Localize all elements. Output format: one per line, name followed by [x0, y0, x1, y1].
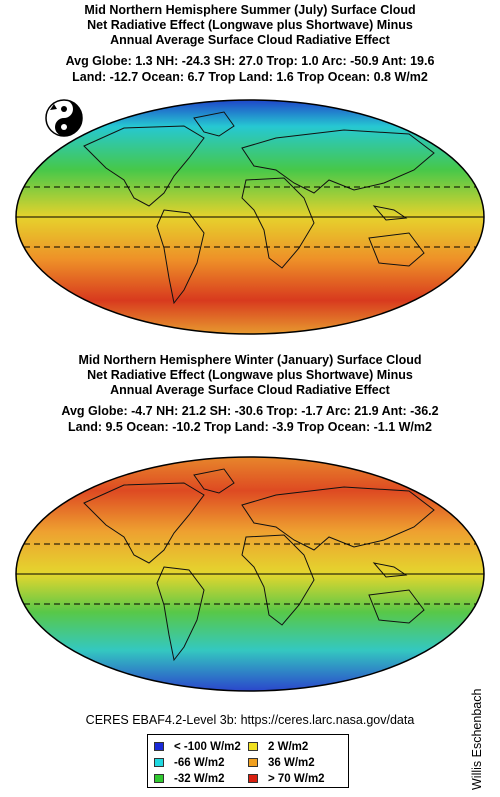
- legend-item: -66 W/m2: [154, 755, 248, 770]
- map2-stats: Avg Globe: -4.7 NH: 21.2 SH: -30.6 Trop:…: [0, 403, 500, 435]
- map1-mollweide-map: [15, 99, 485, 335]
- map2-stats-line: Land: 9.5 Ocean: -10.2 Trop Land: -3.9 T…: [68, 420, 432, 434]
- map1-container: [14, 98, 486, 336]
- map1-title-line: Mid Northern Hemisphere Summer (July) Su…: [84, 3, 416, 17]
- legend-item: > 70 W/m2: [248, 771, 342, 786]
- map1-stats-line: Avg Globe: 1.3 NH: -24.3 SH: 27.0 Trop: …: [65, 54, 435, 68]
- map2-title-line: Mid Northern Hemisphere Winter (January)…: [78, 353, 422, 367]
- yin-yang-logo: [45, 99, 83, 137]
- legend-swatch: [248, 758, 258, 767]
- legend-swatch: [154, 774, 164, 783]
- map2-title: Mid Northern Hemisphere Winter (January)…: [0, 353, 500, 398]
- legend-item: 2 W/m2: [248, 739, 342, 754]
- map1-continents: [83, 111, 435, 305]
- legend-label: < -100 W/m2: [174, 740, 241, 753]
- map1-title-line: Annual Average Surface Cloud Radiative E…: [110, 33, 390, 47]
- color-legend: < -100 W/m2 2 W/m2 -66 W/m2 36 W/m2 -32 …: [147, 734, 349, 788]
- source-citation: CERES EBAF4.2-Level 3b: https://ceres.la…: [85, 713, 415, 727]
- map2-mollweide-map: [15, 456, 485, 692]
- map2-container: [14, 455, 486, 693]
- map2-title-line: Annual Average Surface Cloud Radiative E…: [110, 383, 390, 397]
- legend-label: > 70 W/m2: [268, 772, 325, 785]
- legend-item: -32 W/m2: [154, 771, 248, 786]
- map1-stats-line: Land: -12.7 Ocean: 6.7 Trop Land: 1.6 Tr…: [72, 70, 428, 84]
- legend-swatch: [248, 742, 258, 751]
- legend-swatch: [154, 758, 164, 767]
- legend-swatch: [154, 742, 164, 751]
- legend-label: -66 W/m2: [174, 756, 225, 769]
- map1-title: Mid Northern Hemisphere Summer (July) Su…: [0, 3, 500, 48]
- legend-swatch: [248, 774, 258, 783]
- map1-title-line: Net Radiative Effect (Longwave plus Shor…: [87, 18, 413, 32]
- legend-item: 36 W/m2: [248, 755, 342, 770]
- legend-label: 2 W/m2: [268, 740, 309, 753]
- map2-title-line: Net Radiative Effect (Longwave plus Shor…: [87, 368, 413, 382]
- legend-label: -32 W/m2: [174, 772, 225, 785]
- map2-stats-line: Avg Globe: -4.7 NH: 21.2 SH: -30.6 Trop:…: [61, 404, 439, 418]
- map1-stats: Avg Globe: 1.3 NH: -24.3 SH: 27.0 Trop: …: [0, 53, 500, 85]
- legend-label: 36 W/m2: [268, 756, 315, 769]
- author-credit: Willis Eschenbach: [470, 688, 484, 790]
- legend-item: < -100 W/m2: [154, 739, 248, 754]
